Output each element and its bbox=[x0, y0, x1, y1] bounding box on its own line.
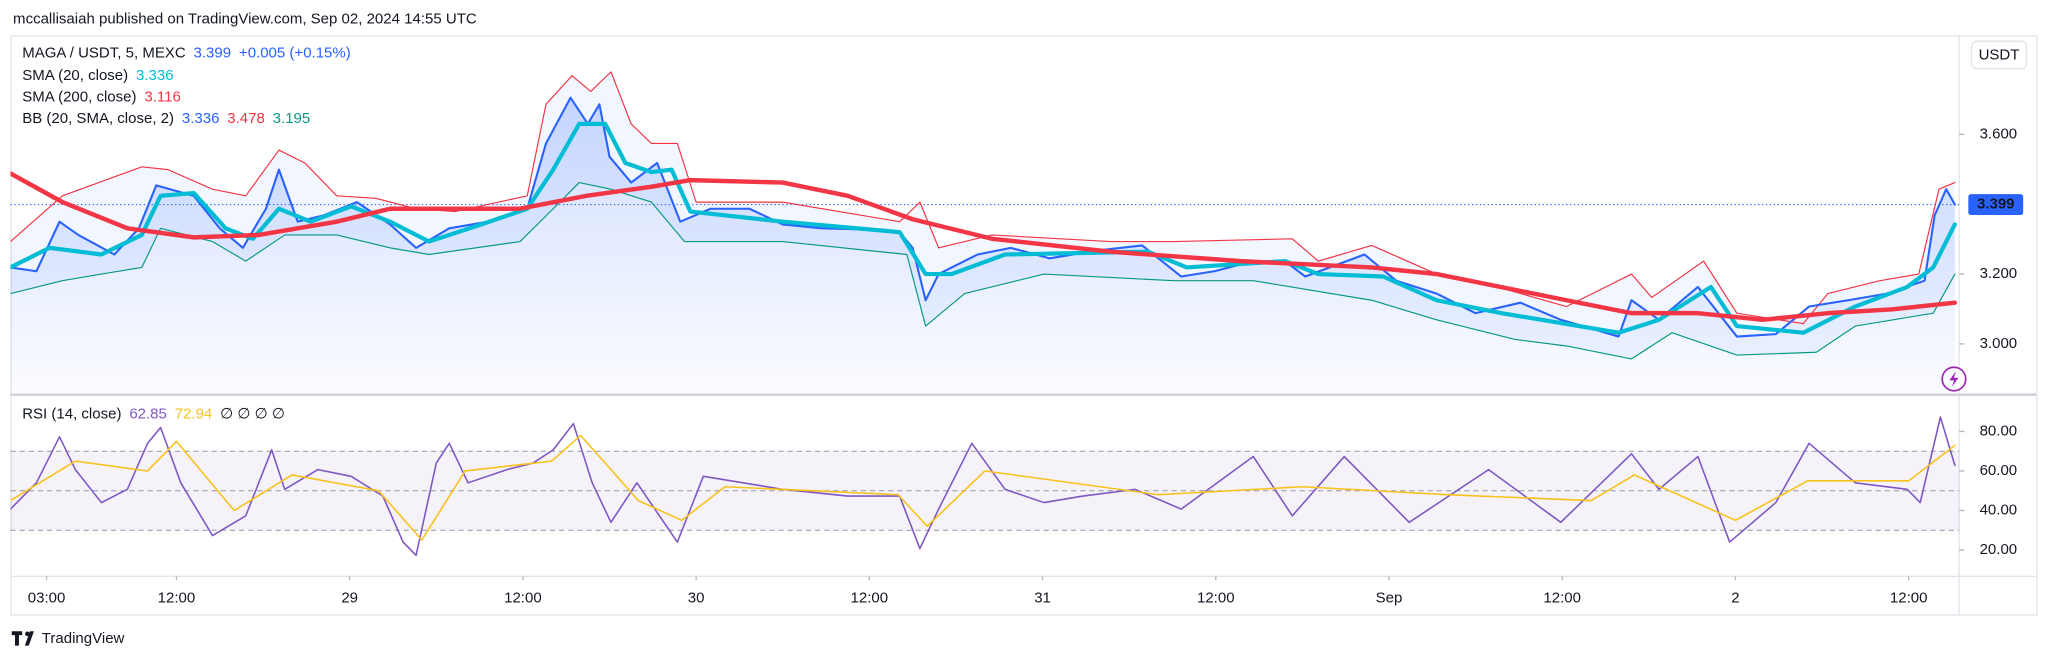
legend-row: RSI (14, close) 62.85 72.94 ∅ ∅ ∅ ∅ bbox=[22, 405, 285, 422]
legend-value: 3.116 bbox=[144, 88, 180, 105]
series-line bbox=[10, 181, 1956, 360]
legend-label: RSI (14, close) bbox=[22, 405, 121, 422]
price-area bbox=[10, 97, 1955, 393]
y-tick-label: 80.00 bbox=[1980, 422, 2018, 439]
last-price-box bbox=[1968, 194, 2024, 216]
bb-fill bbox=[10, 71, 1955, 359]
legend-value: 3.195 bbox=[273, 110, 311, 127]
legend-label: BB (20, SMA, close, 2) bbox=[22, 110, 174, 127]
legend-value: +0.005 (+0.15%) bbox=[239, 45, 351, 62]
legend-value: 3.399 bbox=[194, 45, 232, 62]
x-tick-label: 12:00 bbox=[1890, 590, 1928, 607]
legend-label: SMA (20, close) bbox=[22, 67, 128, 84]
x-tick-label: 31 bbox=[1034, 590, 1051, 607]
legend-label: MAGA / USDT, 5, MEXC bbox=[22, 45, 186, 62]
y-tick-label: 3.000 bbox=[1980, 335, 2018, 352]
brand[interactable]: TradingView bbox=[11, 630, 125, 647]
legend-label: SMA (200, close) bbox=[22, 88, 136, 105]
brand-name: TradingView bbox=[42, 630, 125, 647]
x-tick-label: 2 bbox=[1731, 590, 1739, 607]
x-tick-label: 30 bbox=[688, 590, 705, 607]
series-line bbox=[10, 71, 1956, 325]
x-tick-label: 12:00 bbox=[158, 590, 196, 607]
legend-value: 72.94 bbox=[175, 405, 213, 422]
main-pane bbox=[10, 71, 1960, 393]
header: mccallisaiah published on TradingView.co… bbox=[13, 11, 477, 28]
series-line bbox=[10, 434, 1956, 541]
series-line bbox=[10, 416, 1956, 557]
legend-value: 3.336 bbox=[182, 110, 220, 127]
x-tick-label: 29 bbox=[341, 590, 358, 607]
legend-row: SMA (200, close) 3.116 bbox=[22, 88, 181, 105]
legend-value: ∅ ∅ ∅ ∅ bbox=[220, 405, 285, 422]
x-tick-label: 12:00 bbox=[1543, 590, 1581, 607]
y-tick-label: 40.00 bbox=[1980, 501, 2018, 518]
brand-logo bbox=[11, 631, 34, 646]
series-line bbox=[10, 121, 1957, 335]
unit-box[interactable] bbox=[1970, 40, 2028, 70]
last-price-label: 3.399 bbox=[1977, 196, 2015, 213]
y-tick-label: 3.600 bbox=[1980, 125, 2018, 142]
legend-row: BB (20, SMA, close, 2) 3.336 3.478 3.195 bbox=[22, 110, 310, 127]
y-tick-label: 60.00 bbox=[1980, 462, 2018, 479]
x-tick-label: 03:00 bbox=[28, 590, 66, 607]
series-line bbox=[10, 171, 1958, 323]
x-tick-label: 12:00 bbox=[504, 590, 542, 607]
brand-dot bbox=[25, 631, 30, 637]
x-tick-label: Sep bbox=[1376, 590, 1403, 607]
y-tick-label: 3.200 bbox=[1980, 265, 2018, 282]
y-tick-label: 20.00 bbox=[1980, 541, 2018, 558]
legend-row: SMA (20, close) 3.336 bbox=[22, 67, 173, 84]
legend-value: 3.478 bbox=[227, 110, 265, 127]
legend-row: MAGA / USDT, 5, MEXC 3.399 +0.005 (+0.15%) bbox=[22, 45, 351, 62]
rsi-pane bbox=[10, 416, 1960, 557]
axis-unit: USDT bbox=[1979, 47, 2020, 64]
legend-value: 62.85 bbox=[129, 405, 167, 422]
x-tick-label: 12:00 bbox=[851, 590, 889, 607]
x-tick-label: 12:00 bbox=[1197, 590, 1235, 607]
legend-value: 3.336 bbox=[136, 67, 174, 84]
